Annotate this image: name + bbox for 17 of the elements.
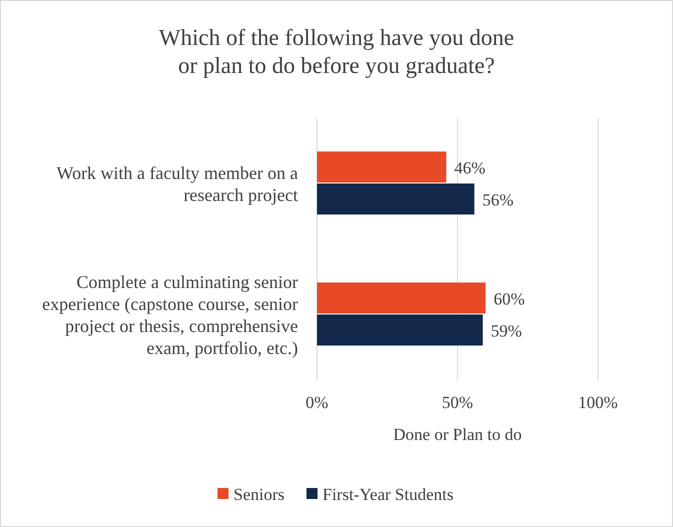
bar [317, 282, 486, 314]
legend-label: Seniors [234, 484, 285, 504]
x-axis-title: Done or Plan to do [393, 425, 522, 444]
x-tick-label: 100% [578, 393, 618, 412]
bar [317, 184, 474, 214]
data-label: 60% [494, 289, 525, 308]
data-label: 46% [454, 158, 486, 178]
bar [317, 314, 483, 346]
x-tick-label: 0% [306, 393, 328, 412]
data-label: 59% [490, 321, 522, 340]
x-tick-label: 50% [442, 393, 474, 412]
data-label: 56% [482, 190, 514, 210]
y-tick-label: Complete a culminating senior experience (capstone course, senior project or thesis, comprehensive exam, portfolio, etc.) [42, 272, 298, 358]
y-tick-label: Work with a faculty member on a research project [56, 162, 298, 205]
bar [317, 152, 446, 182]
legend-label: First-Year Students [322, 484, 454, 504]
chart-title: Which of the following have you done or plan to do before you graduate? [158, 25, 514, 78]
